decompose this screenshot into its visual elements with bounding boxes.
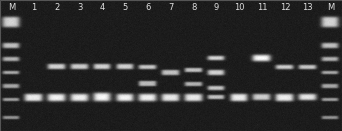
Text: 8: 8 xyxy=(191,3,197,12)
Text: 3: 3 xyxy=(77,3,82,12)
Text: 6: 6 xyxy=(145,3,151,12)
Text: M: M xyxy=(327,3,334,12)
Text: 10: 10 xyxy=(234,3,245,12)
Text: 2: 2 xyxy=(54,3,60,12)
Text: 1: 1 xyxy=(31,3,37,12)
Text: 12: 12 xyxy=(280,3,290,12)
Text: 13: 13 xyxy=(302,3,313,12)
Text: 11: 11 xyxy=(257,3,267,12)
Text: 5: 5 xyxy=(123,3,128,12)
Text: 4: 4 xyxy=(100,3,105,12)
Text: 9: 9 xyxy=(214,3,219,12)
Text: 7: 7 xyxy=(168,3,174,12)
Text: M: M xyxy=(8,3,15,12)
